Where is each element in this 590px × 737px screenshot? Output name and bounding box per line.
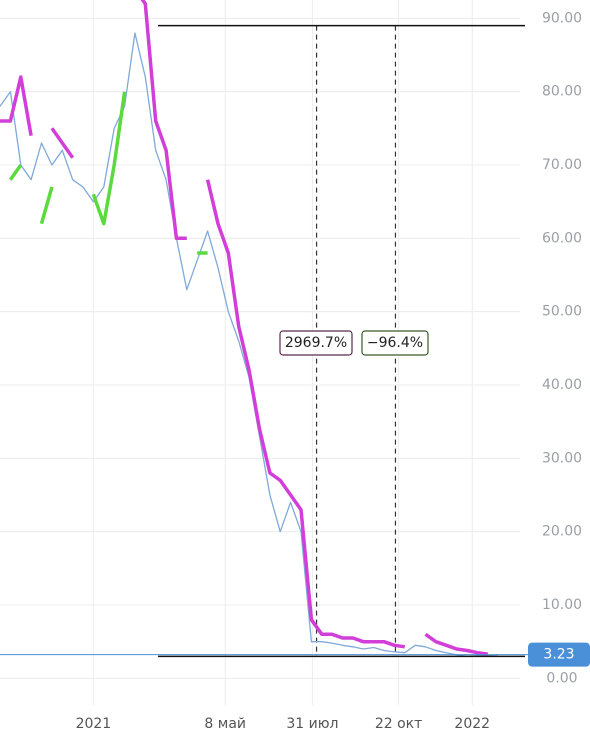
y-tick-label: 0.00 bbox=[546, 670, 577, 686]
y-tick-label: 50.00 bbox=[542, 304, 582, 320]
last-price-label: 3.23 bbox=[543, 647, 574, 663]
y-tick-label: 40.00 bbox=[542, 377, 582, 393]
y-tick-label: 20.00 bbox=[542, 524, 582, 540]
y-tick-label: 30.00 bbox=[542, 450, 582, 466]
series-line bbox=[0, 0, 489, 656]
x-tick-label: 31 июл bbox=[286, 716, 338, 732]
y-tick-label: 80.00 bbox=[542, 84, 582, 100]
annotation-box bbox=[361, 330, 429, 356]
annotation: 2969.7% bbox=[285, 335, 347, 351]
x-tick-label: 8 май bbox=[204, 716, 246, 732]
last-price-tag bbox=[528, 642, 590, 667]
x-tick-label: 2022 bbox=[454, 716, 490, 732]
y-tick-label: 60.00 bbox=[542, 230, 582, 246]
annotation: −96.4% bbox=[367, 335, 423, 351]
x-tick-label: 2021 bbox=[76, 716, 112, 732]
y-tick-label: 70.00 bbox=[542, 157, 582, 173]
annotation-box bbox=[279, 330, 353, 356]
y-tick-label: 10.00 bbox=[542, 597, 582, 613]
x-tick-label: 22 окт bbox=[375, 716, 422, 732]
y-tick-label: 90.00 bbox=[542, 10, 582, 26]
